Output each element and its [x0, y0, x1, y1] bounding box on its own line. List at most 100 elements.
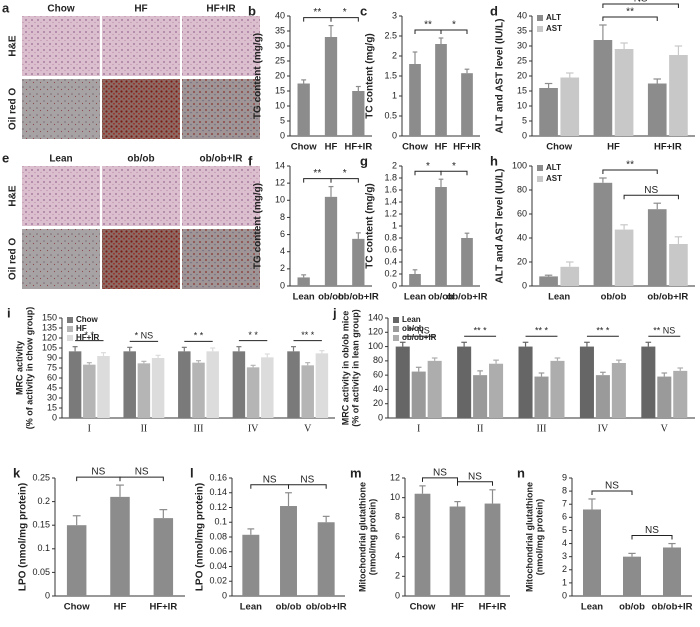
bar: [673, 370, 688, 418]
significance-label: NS: [645, 525, 659, 536]
y-tick-label: 0.16: [209, 472, 227, 482]
y-axis-label: ALT and AST level (IU/L): [495, 168, 506, 283]
x-tick-label: ob/ob+IR: [647, 292, 688, 303]
histology-image: [182, 229, 260, 289]
y-tick-label: 20: [517, 256, 527, 266]
y-axis-label: TG content (mg/g): [253, 183, 264, 269]
y-tick-label: 60: [47, 372, 57, 382]
y-tick-label: 30: [517, 40, 527, 50]
legend-swatch: [67, 335, 73, 341]
significance-bracket: [457, 481, 493, 486]
significance-label: **: [313, 7, 321, 18]
y-tick-label: 60: [373, 370, 383, 380]
bar: [315, 353, 329, 418]
y-tick-label: 15: [275, 85, 285, 95]
y-tick-label: 0.1: [214, 517, 227, 527]
y-axis-label: (% of activity in chow group): [24, 307, 34, 430]
x-tick-label: Lean: [404, 292, 426, 303]
x-tick-label: HF+IR: [149, 602, 177, 613]
bar: [246, 367, 260, 418]
x-tick-label: V: [661, 423, 669, 434]
bar: [66, 525, 87, 596]
y-tick-label: 20: [517, 70, 527, 80]
y-tick-label: 1.4: [384, 196, 397, 206]
legend-swatch: [537, 176, 543, 182]
x-tick-label: ob/ob: [318, 292, 344, 303]
histology-image: [102, 166, 180, 226]
bar: [137, 363, 151, 418]
significance-label: *: [452, 20, 456, 31]
bar: [395, 346, 410, 418]
bar: [427, 360, 442, 418]
x-tick-label: Chow: [410, 602, 436, 613]
y-tick-label: 0: [392, 130, 397, 140]
y-tick-label: 0.6: [384, 244, 397, 254]
bar: [261, 357, 274, 418]
x-tick-label: HF: [451, 602, 464, 613]
bar: [611, 363, 626, 418]
panel-letter: k: [13, 465, 21, 480]
legend-swatch: [67, 317, 73, 323]
significance-label: **: [626, 160, 634, 171]
y-tick-label: 5: [280, 115, 285, 125]
significance-label: NS: [433, 468, 447, 479]
bar: [539, 88, 558, 136]
significance-bracket: [288, 484, 327, 489]
legend-label: ALT: [546, 163, 561, 172]
y-tick-label: 3: [392, 10, 397, 20]
significance-bracket: [591, 490, 633, 495]
panel-letter: i: [7, 305, 11, 320]
y-tick-label: 0: [392, 280, 397, 290]
bar: [411, 371, 426, 418]
x-tick-label: ob/ob+IR: [447, 292, 488, 303]
bar: [614, 49, 634, 136]
y-tick-label: 4: [562, 538, 567, 548]
y-tick-label: 8: [562, 485, 567, 495]
bar: [539, 276, 558, 286]
x-tick-label: I: [417, 423, 420, 434]
bar: [560, 77, 580, 136]
bar: [534, 376, 549, 418]
legend-swatch: [67, 326, 73, 332]
y-tick-label: 1.5: [384, 70, 397, 80]
bar: [242, 534, 260, 596]
y-tick-label: 2: [395, 571, 400, 581]
y-tick-label: 1.6: [384, 184, 397, 194]
bar: [647, 83, 667, 136]
histology-image: [182, 16, 260, 76]
y-tick-label: 40: [517, 232, 527, 242]
significance-bracket: [330, 17, 359, 22]
bar: [409, 274, 421, 286]
panel-letter: g: [360, 153, 368, 168]
y-tick-label: 80: [517, 184, 527, 194]
significance-label: **: [626, 7, 634, 18]
bar: [647, 209, 667, 286]
y-tick-label: 8: [280, 212, 285, 222]
panel-letter: f: [248, 153, 253, 168]
y-tick-label: 4: [395, 551, 400, 561]
column-label: Chow: [47, 4, 74, 15]
y-tick-label: 2.5: [384, 30, 397, 40]
bar: [583, 509, 601, 596]
significance-bracket: [602, 16, 658, 21]
y-tick-label: 0: [522, 280, 527, 290]
legend-swatch: [537, 15, 543, 21]
bar: [593, 182, 613, 286]
significance-label: NS: [605, 481, 619, 492]
y-tick-label: 1: [562, 577, 567, 587]
y-axis-label: TG content (mg/g): [253, 33, 264, 119]
legend-swatch: [393, 317, 399, 323]
histology-image: [102, 16, 180, 76]
bar: [461, 238, 473, 286]
significance-bracket: [602, 169, 658, 174]
legend-label: Lean: [402, 315, 421, 324]
bar: [287, 351, 300, 418]
x-tick-label: II: [141, 423, 148, 434]
bar: [414, 493, 431, 596]
x-tick-label: IV: [598, 423, 609, 434]
x-tick-label: I: [88, 423, 91, 434]
y-axis-label: MRC activity in ob/ob mice: [340, 311, 350, 426]
y-tick-label: 105: [42, 342, 57, 352]
x-tick-label: HF: [325, 142, 338, 153]
y-tick-label: 0.4: [384, 256, 397, 266]
